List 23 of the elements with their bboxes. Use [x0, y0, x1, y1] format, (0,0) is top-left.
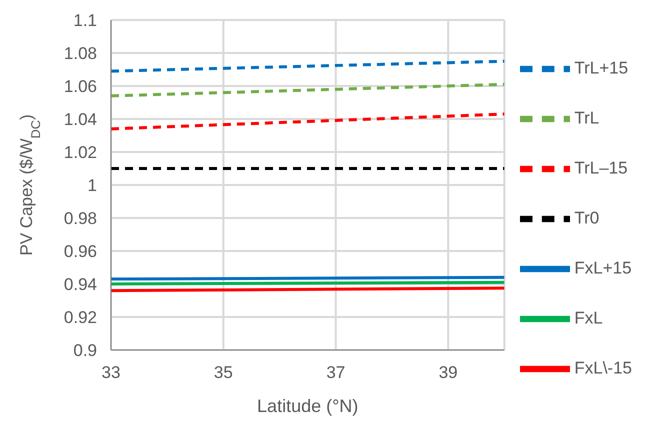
legend-label: TrL–15 — [574, 158, 628, 178]
y-tick-label: 0.94 — [64, 275, 97, 294]
x-tick-label: 39 — [438, 363, 458, 382]
y-tick-label: 0.92 — [64, 308, 97, 328]
x-tick-label: 33 — [102, 363, 120, 382]
y-tick-label: 1 — [88, 176, 97, 196]
y-tick-label: 1.1 — [73, 11, 97, 30]
y-tick-label: 1.06 — [64, 77, 97, 96]
legend-label: Tr0 — [574, 208, 600, 228]
x-tick-label: 37 — [326, 363, 346, 382]
legend-label: FxL — [574, 308, 603, 328]
y-tick-label: 1.08 — [64, 44, 97, 64]
x-tick-label: 35 — [214, 363, 233, 382]
y-tick-label: 1.04 — [64, 110, 97, 130]
legend-label: TrL — [574, 108, 600, 128]
legend-label: FxL\-15 — [574, 358, 632, 378]
y-tick-label: 0.98 — [64, 209, 97, 228]
y-tick-label: 1.02 — [64, 143, 97, 162]
legend-label: TrL+15 — [574, 58, 628, 78]
y-tick-label: 0.9 — [73, 341, 97, 360]
legend-label: FxL+15 — [574, 258, 632, 278]
y-tick-label: 0.96 — [64, 242, 97, 262]
x-axis-title: Latitude (°N) — [257, 396, 358, 416]
